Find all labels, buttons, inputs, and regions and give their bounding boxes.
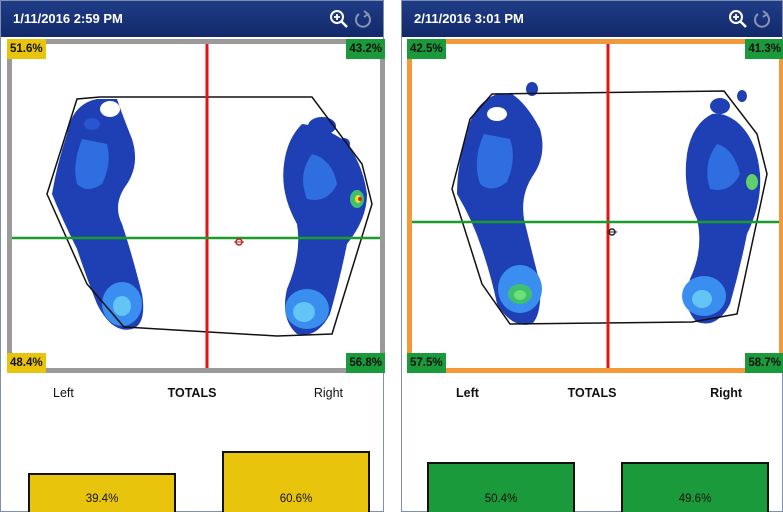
panel-titlebar: 2/11/2016 3:01 PM <box>402 1 782 37</box>
totals-left-label: Left <box>456 386 479 400</box>
left-foot-print <box>52 99 144 330</box>
panel-timestamp: 2/11/2016 3:01 PM <box>414 11 524 26</box>
quadrant-bottom-right-percent: 56.8% <box>346 353 385 373</box>
quadrant-bottom-left-percent: 48.4% <box>7 353 46 373</box>
totals-left-label: Left <box>53 386 74 400</box>
zoom-in-icon[interactable] <box>728 9 748 29</box>
quadrant-top-left-percent: 42.5% <box>407 39 446 59</box>
reset-icon[interactable] <box>752 9 772 29</box>
comparison-panel-right: 2/11/2016 3:01 PM <box>401 0 783 512</box>
totals-header: Left TOTALS Right <box>402 382 782 406</box>
totals-bars: 50.4% 49.6% <box>402 411 782 512</box>
foot-pressure-heatmap <box>12 44 380 368</box>
pressure-map[interactable]: 42.5% 41.3% 57.5% 58.7% <box>407 39 783 373</box>
totals-title: TOTALS <box>167 386 217 400</box>
right-total-label: 60.6% <box>279 493 313 505</box>
left-total-label: 39.4% <box>85 493 119 505</box>
right-total-bar: 60.6% <box>222 451 370 512</box>
left-total-label: 50.4% <box>484 493 518 505</box>
totals-header: Left TOTALS Right <box>1 382 383 406</box>
right-foot-print <box>682 90 761 324</box>
quadrant-bottom-left-percent: 57.5% <box>407 353 446 373</box>
right-total-bar: 49.6% <box>621 462 769 512</box>
comparison-panel-left: 1/11/2016 2:59 PM <box>0 0 385 512</box>
foot-pressure-heatmap <box>412 44 779 368</box>
center-of-pressure-marker <box>234 238 244 246</box>
right-total-label: 49.6% <box>678 493 712 505</box>
totals-right-label: Right <box>710 386 742 400</box>
quadrant-top-right-percent: 43.2% <box>346 39 385 59</box>
quadrant-top-left-percent: 51.6% <box>7 39 46 59</box>
quadrant-top-right-percent: 41.3% <box>745 39 783 59</box>
quadrant-bottom-right-percent: 58.7% <box>745 353 783 373</box>
panel-titlebar: 1/11/2016 2:59 PM <box>1 1 383 37</box>
left-total-bar: 50.4% <box>427 462 575 512</box>
reset-icon[interactable] <box>353 9 373 29</box>
left-foot-print <box>457 82 543 325</box>
center-of-pressure-marker <box>607 228 617 236</box>
pressure-map[interactable]: 51.6% 43.2% 48.4% 56.8% <box>7 39 385 373</box>
totals-bars: 39.4% 60.6% <box>1 411 383 512</box>
panel-timestamp: 1/11/2016 2:59 PM <box>13 11 123 26</box>
right-foot-print <box>283 117 367 335</box>
left-total-bar: 39.4% <box>28 473 176 512</box>
zoom-in-icon[interactable] <box>329 9 349 29</box>
totals-right-label: Right <box>313 386 343 400</box>
totals-title: TOTALS <box>567 386 617 400</box>
